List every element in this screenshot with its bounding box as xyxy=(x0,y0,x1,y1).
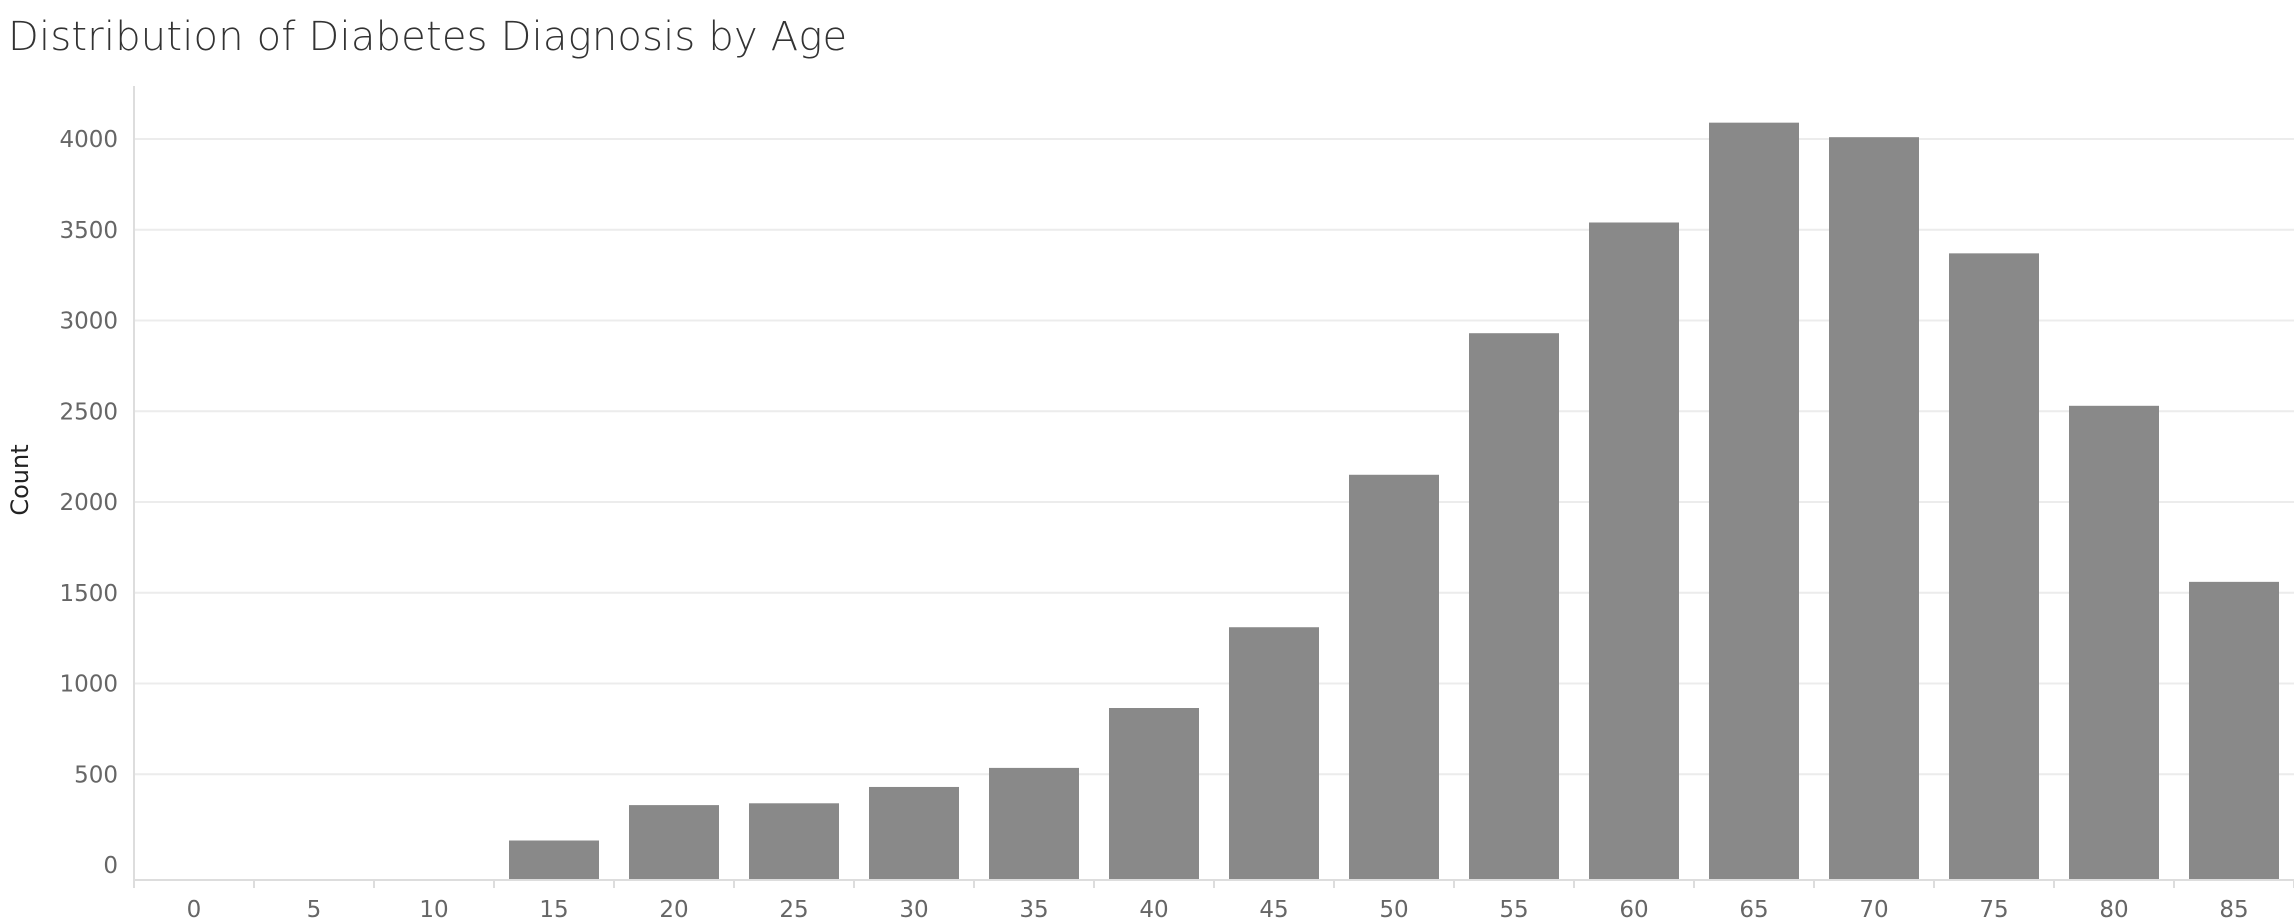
bars xyxy=(509,122,2279,881)
y-tick-label: 1500 xyxy=(59,581,118,607)
chart-title: Distribution of Diabetes Diagnosis by Ag… xyxy=(8,14,848,60)
bar xyxy=(509,840,599,880)
bar xyxy=(629,805,719,880)
bar xyxy=(1109,708,1199,880)
x-tick-label: 80 xyxy=(2099,897,2128,923)
bar xyxy=(2189,581,2279,880)
x-tick-label: 60 xyxy=(1619,897,1648,923)
bar xyxy=(1229,627,1319,880)
bar xyxy=(869,786,959,880)
y-tick-label: 3500 xyxy=(59,218,118,244)
bar xyxy=(749,803,839,880)
x-tick-label: 30 xyxy=(899,897,928,923)
y-tick-label: 4000 xyxy=(59,127,118,153)
x-tick-label: 70 xyxy=(1859,897,1888,923)
y-tick-label: 2000 xyxy=(59,490,118,516)
x-tick-label: 10 xyxy=(419,897,448,923)
bar xyxy=(1949,253,2039,881)
bar xyxy=(1589,222,1679,881)
y-tick-label: 1000 xyxy=(59,672,118,698)
x-tick-label: 50 xyxy=(1379,897,1408,923)
bar xyxy=(1709,122,1799,881)
x-tick-label: 55 xyxy=(1499,897,1528,923)
x-tick-label: 5 xyxy=(307,897,322,923)
bar xyxy=(989,767,1079,880)
x-tick-label: 40 xyxy=(1139,897,1168,923)
x-tick-label: 25 xyxy=(779,897,808,923)
bar xyxy=(1469,333,1559,881)
x-tick-label: 65 xyxy=(1739,897,1768,923)
bar xyxy=(2069,405,2159,880)
bar xyxy=(1349,474,1439,880)
y-tick-labels: 0 500 1000 1500 2000 2500 3000 3500 4000 xyxy=(59,127,118,879)
x-tick-label: 75 xyxy=(1979,897,2008,923)
y-tick-label: 3000 xyxy=(59,309,118,335)
x-tick-label: 15 xyxy=(539,897,568,923)
x-tick-label: 35 xyxy=(1019,897,1048,923)
y-tick-label: 2500 xyxy=(59,399,118,425)
y-tick-label: 500 xyxy=(74,762,118,788)
gridlines xyxy=(134,138,2294,776)
x-tick-label: 0 xyxy=(187,897,202,923)
y-tick-label: 0 xyxy=(103,853,118,879)
x-tick-labels: 0 5 10 15 20 25 30 35 40 45 50 55 60 65 70 75 80 85 xyxy=(187,897,2249,923)
x-tick-label: 45 xyxy=(1259,897,1288,923)
axes xyxy=(133,86,2294,888)
x-tick-label: 85 xyxy=(2219,897,2248,923)
bar xyxy=(1829,137,1919,880)
x-tick-label: 20 xyxy=(659,897,688,923)
